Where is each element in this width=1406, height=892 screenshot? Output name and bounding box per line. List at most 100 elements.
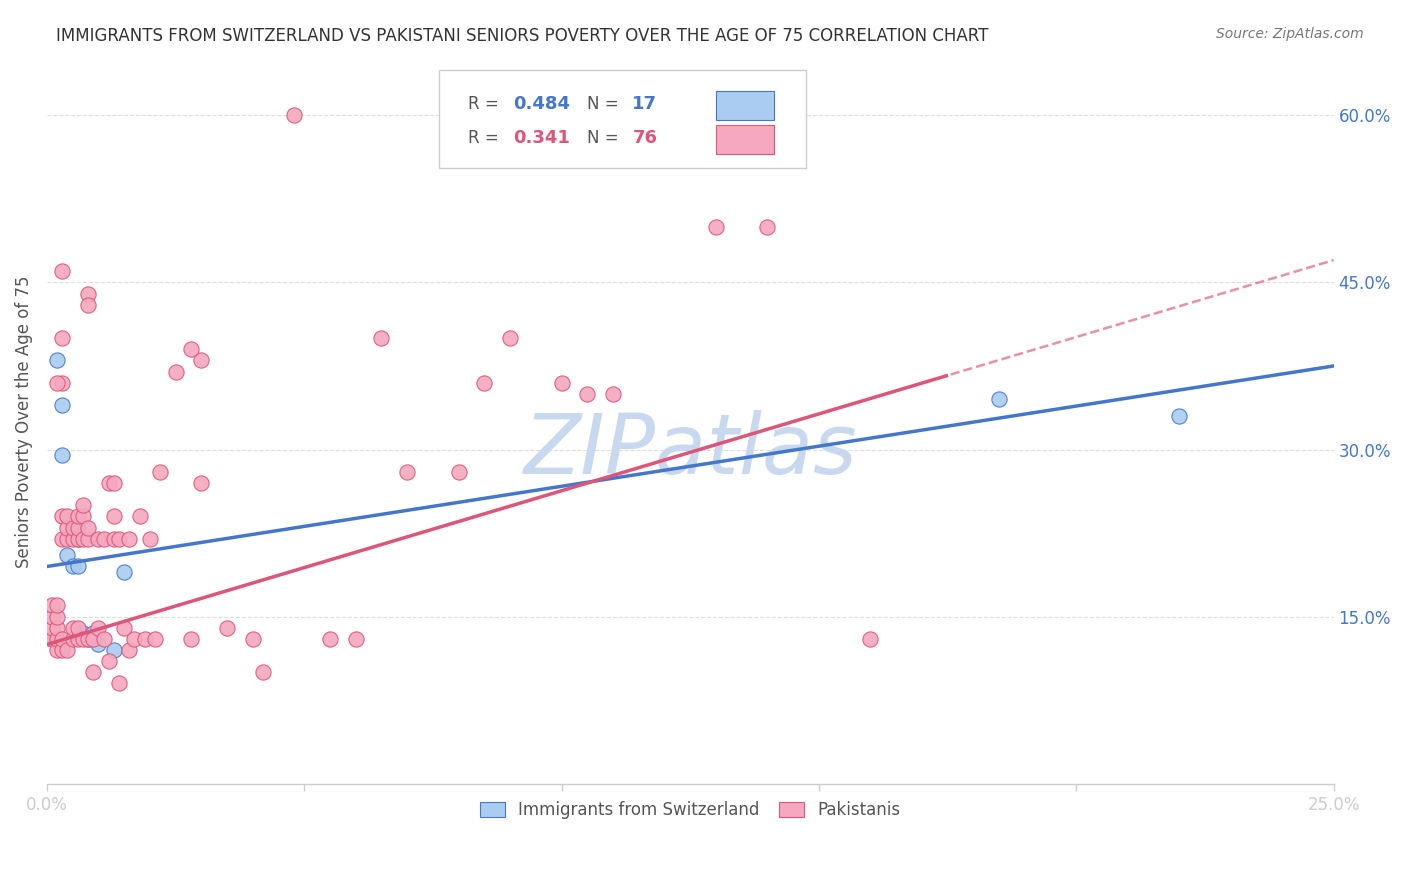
Point [77, 632, 100, 646]
Point [103, 509, 125, 524]
Point [134, 632, 156, 646]
Point [370, 331, 392, 345]
Point [108, 676, 131, 690]
Point [576, 386, 599, 401]
Point [124, 632, 146, 646]
Point [46, 599, 69, 613]
Point [51, 264, 73, 278]
Point [190, 475, 212, 490]
Point [72, 626, 94, 640]
Point [319, 632, 342, 646]
Point [242, 632, 264, 646]
Bar [716, 125, 773, 153]
Point [62, 632, 84, 646]
Point [62, 520, 84, 534]
Point [66, 532, 89, 546]
Point [41, 621, 63, 635]
Text: 76: 76 [633, 128, 658, 146]
Point [82, 632, 104, 646]
Point [72, 532, 94, 546]
Point [149, 465, 172, 479]
Point [41, 599, 63, 613]
Bar [716, 91, 773, 120]
Point [165, 365, 187, 379]
Point [474, 376, 496, 390]
Point [499, 331, 522, 345]
Point [180, 343, 202, 357]
Point [72, 632, 94, 646]
Point [56, 509, 79, 524]
Point [215, 621, 238, 635]
Point [1168, 409, 1191, 423]
Text: 17: 17 [633, 95, 658, 113]
Point [41, 609, 63, 624]
Point [103, 532, 125, 546]
Text: 0.341: 0.341 [513, 128, 569, 146]
Point [66, 509, 89, 524]
Point [447, 465, 470, 479]
Point [77, 532, 100, 546]
Point [77, 520, 100, 534]
Point [190, 353, 212, 368]
Text: Source: ZipAtlas.com: Source: ZipAtlas.com [1216, 27, 1364, 41]
Point [51, 398, 73, 412]
Point [66, 532, 89, 546]
Point [46, 621, 69, 635]
Point [46, 632, 69, 646]
Point [46, 609, 69, 624]
Point [180, 632, 202, 646]
Point [41, 632, 63, 646]
Point [82, 626, 104, 640]
Point [103, 475, 125, 490]
Point [66, 632, 89, 646]
Point [82, 665, 104, 680]
Point [252, 665, 274, 680]
Text: R =: R = [468, 128, 498, 146]
Point [93, 532, 115, 546]
Point [51, 331, 73, 345]
Point [97, 654, 120, 668]
Point [62, 520, 84, 534]
Point [77, 286, 100, 301]
Point [87, 638, 110, 652]
Point [51, 448, 73, 462]
Point [72, 509, 94, 524]
Point [66, 559, 89, 574]
Text: ZIPatlas: ZIPatlas [523, 410, 858, 491]
Text: R =: R = [468, 95, 498, 113]
Point [46, 643, 69, 657]
Point [56, 520, 79, 534]
Point [77, 632, 100, 646]
Point [51, 532, 73, 546]
Point [46, 376, 69, 390]
Point [859, 632, 882, 646]
Point [118, 643, 141, 657]
Point [87, 532, 110, 546]
Point [72, 498, 94, 512]
Text: 0.484: 0.484 [513, 95, 569, 113]
Point [704, 219, 727, 234]
FancyBboxPatch shape [439, 70, 806, 169]
Point [51, 376, 73, 390]
Point [93, 632, 115, 646]
Legend: Immigrants from Switzerland, Pakistanis: Immigrants from Switzerland, Pakistanis [472, 795, 907, 826]
Point [108, 532, 131, 546]
Point [66, 621, 89, 635]
Point [112, 621, 135, 635]
Y-axis label: Seniors Poverty Over the Age of 75: Seniors Poverty Over the Age of 75 [15, 276, 32, 568]
Point [396, 465, 419, 479]
Point [988, 392, 1011, 407]
Point [41, 632, 63, 646]
Point [56, 549, 79, 563]
Point [51, 632, 73, 646]
Point [118, 532, 141, 546]
Point [56, 532, 79, 546]
Point [550, 376, 572, 390]
Point [62, 559, 84, 574]
Point [283, 108, 305, 122]
Point [128, 509, 150, 524]
Text: N =: N = [588, 95, 619, 113]
Text: IMMIGRANTS FROM SWITZERLAND VS PAKISTANI SENIORS POVERTY OVER THE AGE OF 75 CORR: IMMIGRANTS FROM SWITZERLAND VS PAKISTANI… [56, 27, 988, 45]
Point [97, 475, 120, 490]
Point [51, 509, 73, 524]
